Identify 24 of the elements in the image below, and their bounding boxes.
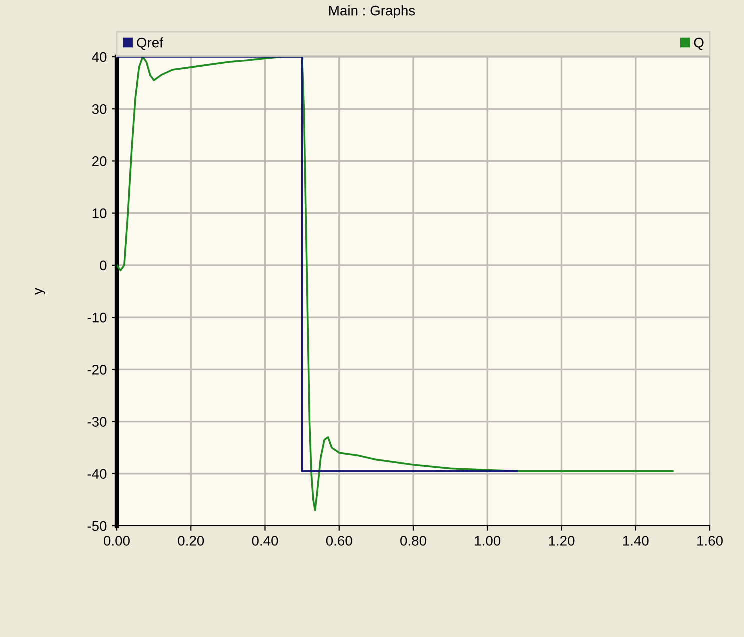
y-tick-label: -20 [88, 365, 107, 375]
line-series [117, 57, 674, 512]
y-axis-title: y [35, 288, 46, 295]
x-tick-label: 0.40 [252, 536, 278, 546]
x-tick-label: 0.80 [400, 536, 426, 546]
x-tick-label: 0.00 [104, 536, 130, 546]
y-tick-label: -10 [88, 312, 107, 323]
x-tick-label: 1.20 [549, 536, 575, 546]
y-tick-label: -30 [88, 417, 107, 427]
y-tick-label: 40 [92, 52, 107, 62]
y-tick-label: 10 [92, 208, 107, 219]
x-tick-label: 1.00 [475, 536, 501, 546]
x-tick-label: 0.20 [178, 536, 204, 546]
x-tick-label: 0.60 [326, 536, 352, 546]
x-tick-label: 1.60 [698, 536, 723, 546]
y-tick-label: -40 [88, 469, 107, 480]
legend-label: Q [694, 38, 704, 50]
legend-label: Qref [137, 38, 164, 50]
y-tick-label: 30 [92, 104, 107, 114]
y-tick-label: 0 [100, 260, 107, 271]
x-tick-label: 1.40 [623, 536, 649, 546]
y-tick-label: -50 [88, 521, 107, 532]
y-tick-label: 20 [92, 156, 107, 166]
chart-title: Main : Graphs [330, 6, 416, 18]
